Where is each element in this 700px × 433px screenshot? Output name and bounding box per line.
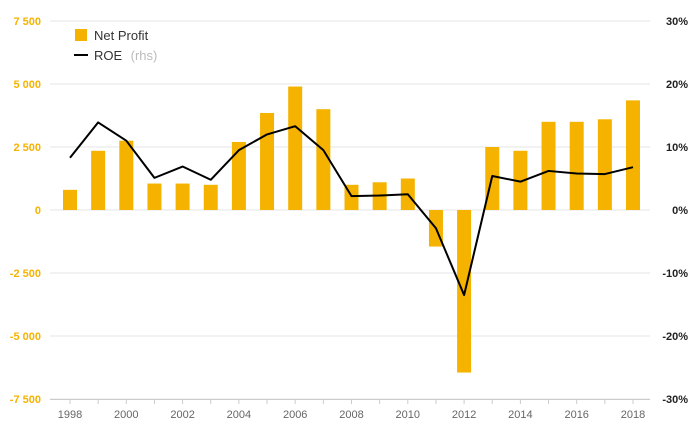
y-right-tick-label: -30% bbox=[662, 394, 688, 406]
bar-net-profit bbox=[147, 183, 162, 210]
bar-net-profit bbox=[231, 141, 246, 210]
y-left-tick-label: -2 500 bbox=[10, 268, 41, 280]
legend-roe-suffix: (rhs) bbox=[131, 48, 158, 63]
x-tick-label: 2012 bbox=[452, 409, 476, 421]
y-left-tick-label: 0 bbox=[35, 205, 41, 217]
bar-net-profit bbox=[316, 109, 331, 210]
x-tick-label: 2002 bbox=[170, 409, 194, 421]
legend-net-profit-swatch bbox=[75, 29, 87, 41]
y-left-tick-label: -7 500 bbox=[10, 394, 41, 406]
y-left-tick-label: -5 000 bbox=[10, 331, 41, 343]
x-tick-label: 1998 bbox=[58, 409, 82, 421]
y-right-tick-label: -20% bbox=[662, 331, 688, 343]
legend-roe-label: ROE (rhs) bbox=[94, 47, 157, 64]
bar-net-profit bbox=[626, 100, 640, 210]
y-right-tick-label: 30% bbox=[666, 16, 688, 28]
bar-net-profit bbox=[63, 189, 77, 210]
y-left-tick-label: 7 500 bbox=[13, 16, 41, 28]
bar-net-profit bbox=[91, 150, 106, 210]
y-right-tick-label: 10% bbox=[666, 142, 688, 154]
legend: Net Profit ROE (rhs) bbox=[74, 28, 157, 64]
x-tick-label: 2016 bbox=[564, 409, 588, 421]
x-tick-label: 2010 bbox=[396, 409, 420, 421]
legend-roe-name: ROE bbox=[94, 48, 123, 63]
bar-net-profit bbox=[541, 121, 556, 210]
x-tick-label: 2018 bbox=[621, 409, 645, 421]
y-left-tick-label: 5 000 bbox=[13, 79, 41, 91]
y-right-tick-label: 20% bbox=[666, 79, 688, 91]
bar-net-profit bbox=[569, 121, 584, 210]
y-left-tick-label: 2 500 bbox=[13, 142, 41, 154]
x-tick-label: 2004 bbox=[227, 409, 251, 421]
line-layer bbox=[69, 121, 634, 297]
bar-net-profit bbox=[175, 183, 190, 210]
bar-layer bbox=[63, 86, 640, 373]
bar-net-profit bbox=[203, 184, 218, 210]
bar-net-profit bbox=[260, 112, 275, 210]
legend-net-profit-label: Net Profit bbox=[94, 28, 149, 43]
bar-net-profit bbox=[597, 119, 612, 210]
bar-net-profit bbox=[513, 150, 528, 210]
x-tick-label: 2014 bbox=[508, 409, 532, 421]
bar-net-profit bbox=[288, 86, 303, 210]
bar-net-profit bbox=[119, 140, 134, 210]
y-right-tick-label: -10% bbox=[662, 268, 688, 280]
x-tick-label: 2008 bbox=[339, 409, 363, 421]
line-roe bbox=[69, 121, 634, 297]
x-tick-label: 2000 bbox=[114, 409, 138, 421]
x-tick-label: 2006 bbox=[283, 409, 307, 421]
y-right-tick-label: 0% bbox=[672, 205, 688, 217]
axis-layer: -7 500 -5 000 -2 500 0 2 500 5 000 7 500 -30% -2… bbox=[10, 16, 688, 421]
